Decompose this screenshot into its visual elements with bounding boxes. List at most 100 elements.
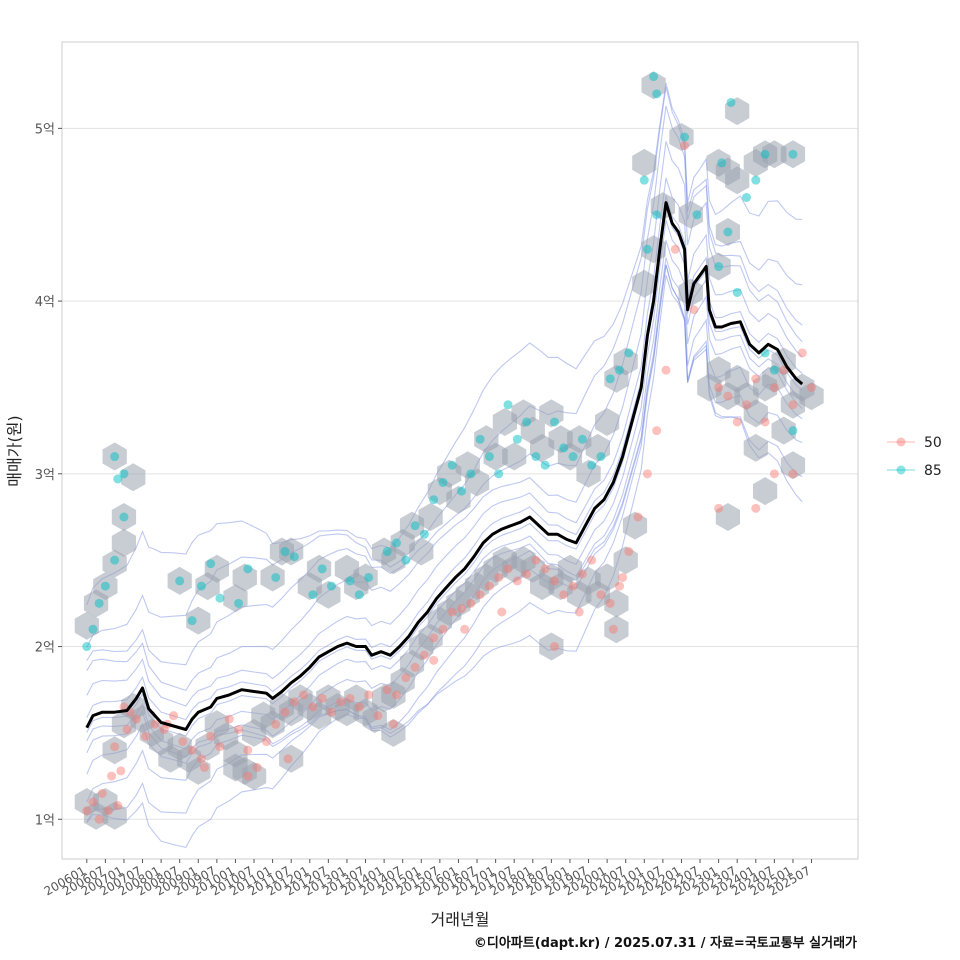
point-50 [460, 624, 470, 634]
point-50 [271, 719, 281, 729]
point-85 [187, 616, 197, 626]
point-85 [289, 552, 299, 562]
point-50 [116, 766, 126, 776]
point-50 [549, 642, 559, 652]
hexbin-cell [771, 416, 796, 445]
hexbin-cell [613, 546, 638, 575]
hexbin-cell [241, 762, 267, 791]
point-85 [119, 512, 129, 522]
point-85 [113, 474, 123, 484]
point-50 [289, 697, 299, 707]
point-85 [522, 417, 532, 427]
point-50 [769, 382, 779, 392]
point-85 [447, 460, 457, 470]
hexbin-cell [743, 399, 768, 428]
y-axis-label: 매매가(원) [5, 415, 24, 486]
point-50 [388, 719, 398, 729]
hexbin-cell [706, 356, 731, 385]
point-85 [649, 72, 659, 82]
point-50 [732, 417, 742, 427]
point-85 [243, 564, 253, 574]
point-85 [760, 149, 770, 159]
point-50 [751, 374, 761, 384]
point-50 [574, 607, 584, 617]
point-50 [608, 624, 618, 634]
hexbin-cell [799, 382, 824, 411]
point-85 [410, 521, 420, 531]
point-85 [484, 452, 494, 462]
point-85 [82, 642, 92, 652]
point-50 [577, 569, 587, 579]
point-50 [457, 604, 467, 614]
point-85 [577, 434, 587, 444]
legend-item-85: 85 [887, 463, 942, 479]
point-85 [494, 469, 504, 479]
point-50 [769, 469, 779, 479]
point-50 [196, 754, 206, 764]
point-50 [605, 598, 615, 608]
point-50 [103, 806, 113, 816]
point-85 [726, 97, 736, 107]
point-50 [549, 576, 559, 586]
y-tick-label: 2억 [35, 641, 55, 656]
point-50 [540, 564, 550, 574]
density-contour [86, 195, 803, 721]
point-85 [642, 244, 652, 254]
point-85 [419, 529, 429, 539]
point-50 [178, 737, 188, 747]
point-85 [234, 598, 244, 608]
point-50 [741, 400, 751, 410]
point-85 [94, 598, 104, 608]
point-85 [531, 452, 541, 462]
hexbin-cell [195, 732, 220, 761]
point-85 [717, 158, 727, 168]
hexbin-cell [186, 606, 211, 635]
hexbin-cell [186, 756, 211, 785]
point-85 [503, 400, 513, 410]
point-85 [206, 559, 216, 569]
point-85 [605, 374, 615, 384]
points-layer [82, 72, 817, 824]
hexbin-cell [715, 503, 740, 531]
point-50 [714, 382, 724, 392]
point-50 [283, 754, 293, 764]
hexbin-cell [604, 589, 629, 618]
point-50 [466, 598, 476, 608]
point-50 [503, 564, 513, 574]
point-85 [732, 287, 742, 297]
hexbin-cell [725, 166, 750, 195]
point-50 [206, 731, 216, 741]
point-50 [661, 365, 671, 375]
point-85 [457, 486, 467, 496]
hexbin-cell [595, 563, 620, 592]
point-85 [540, 460, 550, 470]
point-50 [559, 590, 569, 600]
point-85 [788, 426, 798, 436]
point-85 [466, 469, 476, 479]
point-50 [689, 305, 699, 315]
point-50 [484, 581, 494, 591]
point-50 [587, 555, 597, 565]
point-85 [714, 262, 724, 272]
hexbin-cell [418, 503, 443, 531]
point-85 [88, 624, 98, 634]
point-50 [797, 348, 807, 358]
point-50 [97, 788, 107, 798]
x-axis-label: 거래년월 [431, 910, 490, 929]
point-50 [113, 800, 123, 810]
point-85 [615, 365, 625, 375]
hexbin-cell [483, 442, 508, 471]
point-50 [169, 711, 179, 721]
point-50 [261, 737, 271, 747]
point-85 [788, 149, 798, 159]
point-85 [354, 590, 364, 600]
point-50 [234, 724, 244, 734]
hexbin-cell [492, 408, 517, 436]
point-50 [596, 590, 606, 600]
hexbin-cell [753, 477, 778, 506]
point-50 [82, 806, 92, 816]
point-50 [317, 693, 327, 703]
point-50 [215, 742, 225, 752]
y-axis-ticks: 1억 2억 3억 4억 5억 [35, 122, 62, 828]
point-50 [670, 244, 680, 254]
